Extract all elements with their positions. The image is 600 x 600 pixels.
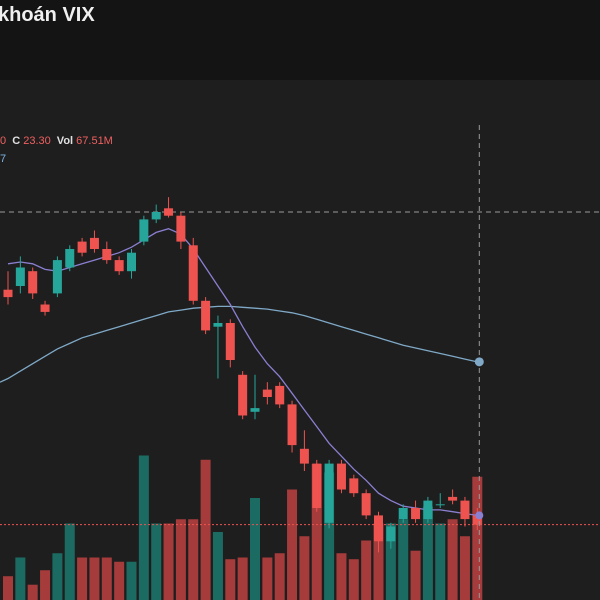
candle-body: [448, 496, 458, 501]
candle-body: [89, 237, 99, 249]
candle-body: [225, 323, 235, 360]
candle-body: [472, 515, 482, 525]
header-bar: khoán VIX: [0, 0, 600, 80]
candle-body: [176, 215, 186, 242]
candle-body: [139, 219, 149, 242]
volume-bar: [287, 489, 298, 600]
candle-body: [262, 389, 272, 397]
legend-vol-label: Vol: [56, 135, 74, 147]
volume-bar: [27, 584, 38, 600]
volume-bar: [151, 523, 162, 600]
volume-bar: [262, 557, 273, 600]
volume-bar: [447, 519, 458, 600]
volume-bar: [398, 519, 409, 600]
volume-bar: [114, 561, 125, 600]
volume-bar: [299, 536, 310, 600]
candle-body: [238, 374, 248, 416]
volume-bar: [410, 550, 421, 600]
volume-bar: [40, 570, 51, 600]
volume-bar: [336, 553, 347, 600]
volume-bar: [77, 557, 88, 600]
volume-bar: [435, 523, 446, 600]
legend-c-label: C: [12, 135, 21, 147]
chart-panel[interactable]: [0, 80, 600, 600]
candle-body: [65, 249, 75, 268]
candle-body: [275, 385, 285, 405]
candle-body: [127, 252, 136, 272]
candle-body: [114, 260, 124, 272]
volume-bar: [422, 506, 433, 600]
volume-bar: [126, 561, 137, 600]
volume-bar: [200, 459, 211, 600]
candle-body: [213, 323, 223, 327]
volume-bar: [101, 557, 112, 600]
volume-bar: [348, 559, 359, 600]
ma-long-line: [0, 305, 478, 383]
volume-bar: [52, 553, 63, 600]
volume-bar: [212, 532, 223, 600]
volume-bar: [163, 523, 174, 600]
candle-body: [336, 463, 346, 490]
volume-bar: [225, 559, 236, 600]
legend-c-value: 23.30: [23, 135, 51, 147]
candle-body: [411, 508, 421, 520]
candle-body: [102, 249, 112, 261]
volume-bar: [361, 540, 372, 600]
candle-body: [435, 504, 445, 506]
volume-bar: [459, 536, 470, 600]
candle-body: [374, 515, 383, 542]
candle-body: [188, 245, 198, 301]
volume-bar: [15, 557, 26, 600]
volume-bar: [472, 476, 483, 600]
volume-bar: [188, 519, 199, 600]
volume-bar: [274, 553, 285, 600]
candle-body: [40, 304, 50, 312]
volume-bar: [250, 498, 260, 600]
volume-bar: [385, 523, 396, 600]
ma-long-marker: [474, 357, 484, 367]
volume-bar: [64, 523, 75, 600]
ohlc-legend: 0 C 23.30 Vol 67.51M: [0, 135, 113, 147]
volume-bar: [324, 472, 335, 600]
candle-body: [361, 493, 371, 516]
candle-body: [349, 478, 359, 494]
candle-body: [324, 463, 334, 523]
ma-short-line: [7, 228, 478, 517]
ma-legend: 7: [0, 153, 7, 165]
candle-body: [460, 500, 470, 520]
candle-body: [28, 271, 38, 294]
volume-bar: [3, 576, 13, 600]
volume-bar: [373, 523, 384, 600]
candle-body: [52, 260, 62, 294]
page-title: khoán VIX: [0, 4, 95, 26]
candle-body: [423, 500, 433, 520]
candle-body: [299, 448, 309, 464]
candle-body: [250, 408, 260, 412]
candle-body: [398, 508, 408, 520]
volume-bar: [237, 557, 248, 600]
candle-body: [287, 404, 297, 446]
ma-short-marker: [475, 511, 484, 520]
candle-body: [3, 289, 13, 298]
legend-o-fragment: 0: [0, 135, 7, 147]
candle-body: [151, 212, 161, 220]
candle-body: [201, 300, 211, 331]
volume-bar: [175, 519, 186, 600]
volume-bar: [311, 464, 322, 600]
legend-vol-value: 67.51M: [76, 135, 113, 147]
volume-bar: [138, 455, 149, 600]
volume-bar: [89, 557, 100, 600]
candle-body: [386, 526, 396, 542]
candle-body: [77, 241, 87, 253]
candle-body: [15, 267, 25, 286]
candle-body: [312, 463, 322, 508]
candle-body: [164, 208, 174, 216]
